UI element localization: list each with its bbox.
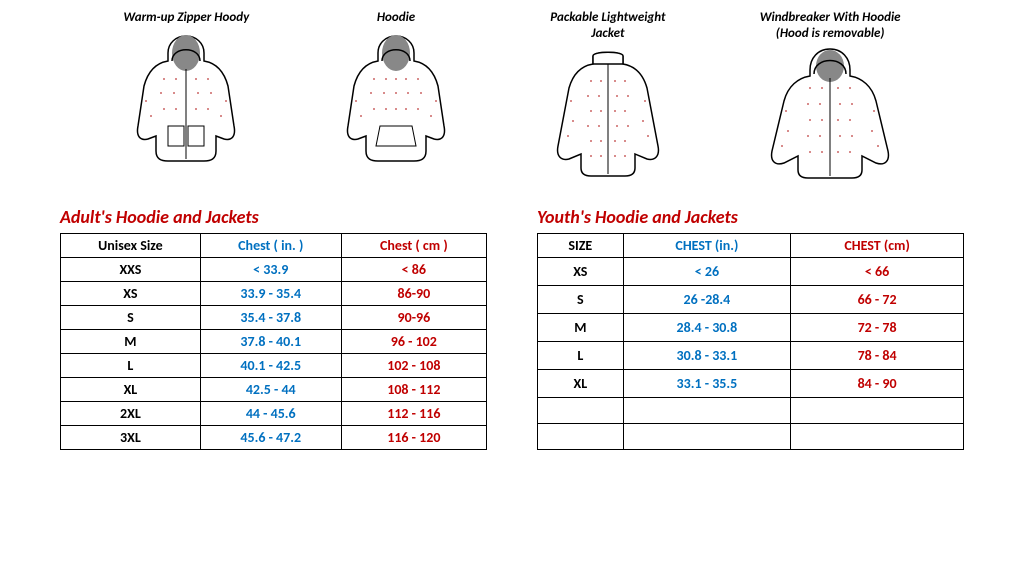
cell-chest-cm: 112 - 116: [341, 402, 486, 426]
cell-size: XXS: [61, 258, 201, 282]
cell-size: XL: [538, 370, 624, 398]
table-row: XS33.9 - 35.486-90: [61, 282, 487, 306]
cell-chest-cm: < 86: [341, 258, 486, 282]
garments-row: Warm-up Zipper Hoody Hoodie: [20, 10, 1004, 181]
table-row: L30.8 - 33.178 - 84: [538, 342, 964, 370]
cell-chest-cm: 72 - 78: [791, 314, 964, 342]
table-row: XL42.5 - 44108 - 112: [61, 378, 487, 402]
cell-chest-cm: 116 - 120: [341, 426, 486, 450]
cell-chest-cm: 86-90: [341, 282, 486, 306]
cell-empty: [791, 398, 964, 424]
cell-size: M: [61, 330, 201, 354]
cell-chest-in: 37.8 - 40.1: [200, 330, 341, 354]
cell-size: S: [61, 306, 201, 330]
cell-empty: [623, 398, 791, 424]
header-chest-cm: Chest ( cm ): [341, 234, 486, 258]
table-row: S35.4 - 37.890-96: [61, 306, 487, 330]
table-row: XXS< 33.9< 86: [61, 258, 487, 282]
adult-table-title: Adult's Hoodie and Jackets: [60, 206, 487, 228]
cell-chest-cm: < 66: [791, 258, 964, 286]
table-header-row: Unisex Size Chest ( in. ) Chest ( cm ): [61, 234, 487, 258]
table-row: L40.1 - 42.5102 - 108: [61, 354, 487, 378]
cell-empty: [538, 424, 624, 450]
youth-size-table: SIZE CHEST (in.) CHEST (cm) XS< 26< 66S2…: [537, 233, 964, 450]
cell-size: XL: [61, 378, 201, 402]
cell-chest-in: 44 - 45.6: [200, 402, 341, 426]
cell-empty: [623, 424, 791, 450]
adult-size-table: Unisex Size Chest ( in. ) Chest ( cm ) X…: [60, 233, 487, 450]
cell-chest-in: 30.8 - 33.1: [623, 342, 791, 370]
windbreaker-icon: [760, 46, 900, 181]
garment-label: Packable LightweightJacket: [550, 10, 665, 41]
hoodie-icon: [336, 31, 456, 166]
header-size: Unisex Size: [61, 234, 201, 258]
youth-table-title: Youth's Hoodie and Jackets: [537, 206, 964, 228]
table-row-empty: [538, 424, 964, 450]
table-header-row: SIZE CHEST (in.) CHEST (cm): [538, 234, 964, 258]
cell-size: 2XL: [61, 402, 201, 426]
header-chest-cm: CHEST (cm): [791, 234, 964, 258]
cell-size: S: [538, 286, 624, 314]
tables-row: Adult's Hoodie and Jackets Unisex Size C…: [20, 206, 1004, 450]
cell-chest-in: 45.6 - 47.2: [200, 426, 341, 450]
youth-table-section: Youth's Hoodie and Jackets SIZE CHEST (i…: [537, 206, 964, 450]
garment-windbreaker: Windbreaker With Hoodie(Hood is removabl…: [760, 10, 901, 181]
cell-chest-cm: 84 - 90: [791, 370, 964, 398]
cell-size: L: [61, 354, 201, 378]
header-chest-in: CHEST (in.): [623, 234, 791, 258]
adult-table-section: Adult's Hoodie and Jackets Unisex Size C…: [60, 206, 487, 450]
cell-chest-in: 33.9 - 35.4: [200, 282, 341, 306]
header-size: SIZE: [538, 234, 624, 258]
cell-size: 3XL: [61, 426, 201, 450]
cell-empty: [791, 424, 964, 450]
cell-chest-in: < 26: [623, 258, 791, 286]
table-row-empty: [538, 398, 964, 424]
cell-chest-cm: 96 - 102: [341, 330, 486, 354]
garment-packable-jacket: Packable LightweightJacket: [543, 10, 673, 181]
cell-chest-in: 42.5 - 44: [200, 378, 341, 402]
cell-size: XS: [538, 258, 624, 286]
table-row: 2XL44 - 45.6112 - 116: [61, 402, 487, 426]
table-row: XL33.1 - 35.584 - 90: [538, 370, 964, 398]
header-chest-in: Chest ( in. ): [200, 234, 341, 258]
cell-chest-in: 33.1 - 35.5: [623, 370, 791, 398]
cell-chest-cm: 102 - 108: [341, 354, 486, 378]
packable-jacket-icon: [543, 46, 673, 181]
cell-size: L: [538, 342, 624, 370]
zipper-hoody-icon: [126, 31, 246, 166]
garment-zipper-hoody: Warm-up Zipper Hoody: [123, 10, 249, 166]
cell-chest-cm: 78 - 84: [791, 342, 964, 370]
table-row: XS< 26< 66: [538, 258, 964, 286]
cell-empty: [538, 398, 624, 424]
cell-chest-cm: 90-96: [341, 306, 486, 330]
garment-label: Warm-up Zipper Hoody: [123, 10, 249, 26]
garment-label: Windbreaker With Hoodie(Hood is removabl…: [760, 10, 901, 41]
table-row: M37.8 - 40.196 - 102: [61, 330, 487, 354]
cell-size: XS: [61, 282, 201, 306]
table-row: S26 -28.466 - 72: [538, 286, 964, 314]
cell-chest-in: 28.4 - 30.8: [623, 314, 791, 342]
table-row: M28.4 - 30.872 - 78: [538, 314, 964, 342]
cell-chest-in: 26 -28.4: [623, 286, 791, 314]
cell-chest-in: 35.4 - 37.8: [200, 306, 341, 330]
cell-chest-in: < 33.9: [200, 258, 341, 282]
table-row: 3XL45.6 - 47.2116 - 120: [61, 426, 487, 450]
cell-chest-cm: 108 - 112: [341, 378, 486, 402]
cell-size: M: [538, 314, 624, 342]
cell-chest-in: 40.1 - 42.5: [200, 354, 341, 378]
garment-label: Hoodie: [377, 10, 415, 26]
garment-hoodie: Hoodie: [336, 10, 456, 166]
cell-chest-cm: 66 - 72: [791, 286, 964, 314]
